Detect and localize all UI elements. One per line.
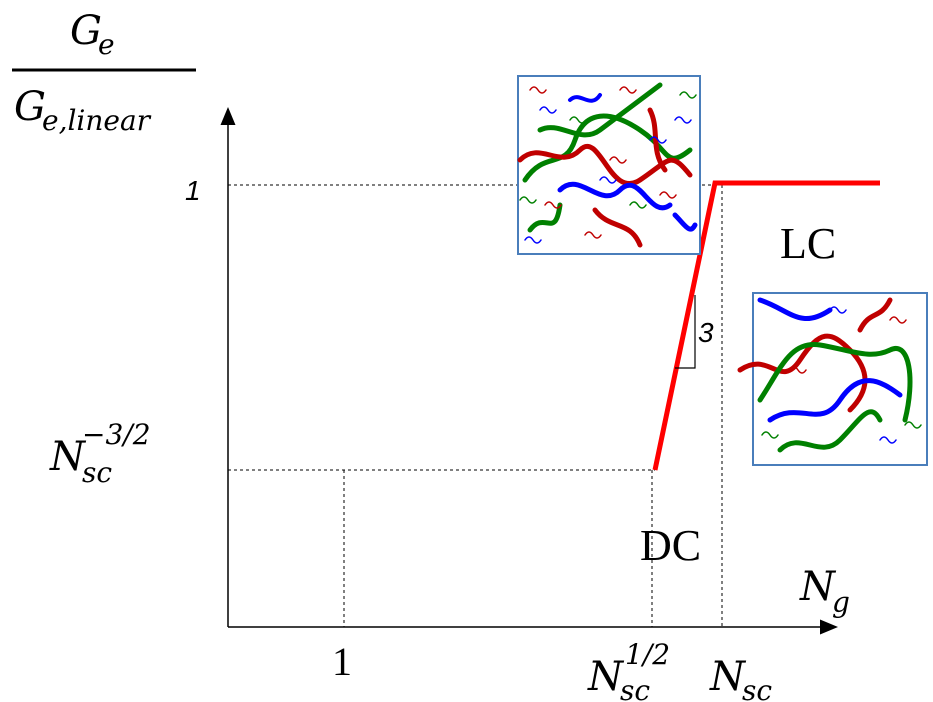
x-tick-sub: sc [620, 674, 650, 702]
y-tick-sub: sc [82, 456, 112, 489]
x-tick-sub: sc [742, 674, 772, 702]
denominator-sub: e,linear [42, 104, 152, 137]
inset-loose [740, 293, 927, 465]
region-label: DC [640, 521, 701, 570]
x-tick-label: 1 [332, 639, 352, 684]
y-tick-label: 1 [185, 175, 201, 206]
slope-label: 3 [698, 317, 714, 348]
y-tick-sup: −3/2 [82, 418, 151, 451]
inset-dense [518, 76, 700, 254]
region-label: LC [780, 219, 836, 268]
numerator-sub: e [98, 28, 115, 61]
diagram: G e G e,linear 1 N sc −3/2 1 N sc 1/2 N … [0, 0, 933, 702]
x-axis-label-sub: g [832, 586, 850, 619]
x-tick-sup: 1/2 [625, 638, 670, 671]
